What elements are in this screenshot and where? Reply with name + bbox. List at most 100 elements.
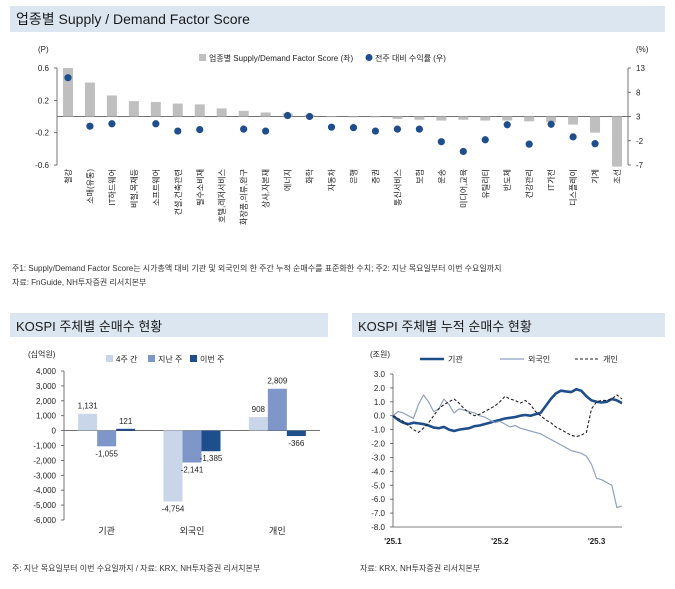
- return-dot: [393, 125, 402, 133]
- return-dot: [525, 140, 533, 148]
- sector-label: 호텔,레저서비스: [218, 169, 227, 223]
- left-tick-label: -0.2: [35, 129, 49, 138]
- sector-label: 운송: [437, 169, 446, 184]
- net-data-label: 121: [119, 417, 133, 426]
- score-bar: [480, 116, 491, 121]
- return-dot: [240, 125, 248, 133]
- right-tick-label: 13: [636, 64, 645, 73]
- net-data-label: -1,055: [95, 449, 118, 458]
- score-bar: [216, 108, 227, 117]
- cum-tick-label: -2.0: [371, 440, 385, 449]
- net-legend-label: 지난 주: [158, 355, 182, 364]
- sector-label: 통신서비스: [393, 169, 402, 206]
- net-data-label: -2,141: [181, 466, 204, 475]
- cum-series-line: [392, 387, 623, 433]
- br-note: 자료: KRX, NH투자증권 리서치본부: [360, 564, 481, 573]
- sector-label: 은행: [348, 169, 358, 184]
- return-dot: [327, 123, 336, 131]
- cum-legend-label: 기관: [448, 354, 463, 364]
- sector-label: 화학: [305, 168, 315, 183]
- sector-label: 자동차: [328, 168, 337, 191]
- sector-label: 유틸리티: [480, 169, 490, 198]
- cum-tick-label: -7.0: [371, 509, 385, 518]
- cum-x-tick-label: '25.3: [588, 537, 606, 546]
- sector-label: 소매(유통): [86, 169, 95, 204]
- net-data-label: 1,131: [78, 402, 99, 411]
- left-axis-unit: (P): [38, 45, 49, 54]
- net-bar: [248, 417, 268, 431]
- right-tick-label: 8: [636, 88, 641, 97]
- net-legend-swatch: [106, 355, 113, 362]
- sector-label: 화장품,의류,완구: [239, 169, 249, 225]
- cum-unit: (조원): [370, 350, 390, 359]
- net-tick-label: -1,000: [33, 442, 56, 451]
- net-legend-label: 이번 주: [200, 354, 224, 364]
- cum-tick-label: -3.0: [371, 453, 385, 462]
- sector-label: 철강: [63, 168, 73, 183]
- return-dot: [481, 136, 489, 144]
- right-tick-label: -7: [636, 161, 644, 170]
- score-bar: [546, 116, 557, 123]
- cum-tick-label: 1.0: [374, 398, 386, 407]
- score-bar: [524, 116, 535, 122]
- sector-label: 미디어,교육: [458, 169, 468, 208]
- net-bar: [78, 413, 98, 431]
- sector-label: 조선: [613, 169, 622, 184]
- return-dot: [547, 120, 555, 128]
- sector-label: 건설,건축관련: [173, 169, 183, 215]
- sector-label: IT가전: [546, 169, 556, 191]
- net-bar: [163, 430, 183, 502]
- score-bar: [414, 116, 425, 120]
- net-tick-label: -2,000: [33, 456, 56, 465]
- net-tick-label: -4,000: [33, 486, 56, 495]
- bl-panel-title: KOSPI 주체별 순매수 현황: [10, 313, 328, 337]
- score-bar: [172, 103, 183, 117]
- sector-label: 디스플레이: [568, 169, 578, 206]
- sector-label: 건강관리: [524, 169, 534, 198]
- cum-tick-label: 2.0: [374, 384, 386, 393]
- score-bar: [502, 116, 513, 121]
- score-bar: [326, 116, 337, 118]
- net-tick-label: -5,000: [33, 501, 56, 510]
- return-dot: [86, 122, 94, 130]
- cum-tick-label: -4.0: [371, 467, 385, 476]
- right-axis-unit: (%): [636, 45, 649, 54]
- score-bar: [568, 116, 579, 125]
- sector-label: 증권: [370, 169, 380, 184]
- net-bar: [97, 430, 117, 447]
- net-bar: [286, 430, 306, 437]
- left-tick-label: 0.6: [38, 64, 50, 73]
- cum-tick-label: -1.0: [371, 426, 385, 435]
- net-data-label: -1,385: [200, 454, 223, 463]
- net-bar: [182, 430, 202, 463]
- bl-note: 주: 지난 목요일부터 이번 수요일까지 / 자료: KRX, NH투자증권 리…: [12, 564, 261, 573]
- sector-label: 기계: [590, 169, 600, 184]
- sector-label: IT하드웨어: [107, 169, 117, 206]
- sector-label: 비철,목재등: [129, 169, 139, 208]
- cum-tick-label: -6.0: [371, 495, 385, 504]
- return-dot: [305, 112, 314, 121]
- net-bar: [116, 428, 136, 431]
- legend-score-label: 업종별 Supply/Demand Factor Score (좌): [209, 53, 353, 63]
- net-legend-label: 4주 간: [116, 354, 138, 364]
- cum-series-line: [392, 394, 623, 509]
- score-bar: [84, 82, 95, 117]
- net-tick-label: 2,000: [36, 397, 57, 406]
- left-tick-label: -0.6: [35, 161, 49, 170]
- return-dot: [152, 120, 160, 128]
- return-dot: [459, 147, 467, 156]
- net-data-label: 908: [252, 405, 266, 414]
- return-dot: [415, 125, 423, 133]
- score-bar: [348, 116, 359, 118]
- net-buying-unit: (십억원): [28, 349, 56, 359]
- legend-return-swatch: [365, 54, 373, 61]
- return-dot: [371, 127, 380, 135]
- left-tick-label: 0.2: [38, 96, 50, 105]
- score-bar: [392, 116, 403, 119]
- sector-label: 필수소비재: [195, 169, 205, 206]
- return-dot: [174, 127, 182, 135]
- legend-return-label: 전주 대비 수익률 (우): [375, 53, 446, 63]
- net-bar: [201, 430, 221, 452]
- top-panel-title: 업종별 Supply / Demand Factor Score: [10, 6, 665, 32]
- net-tick-label: 0: [52, 427, 57, 436]
